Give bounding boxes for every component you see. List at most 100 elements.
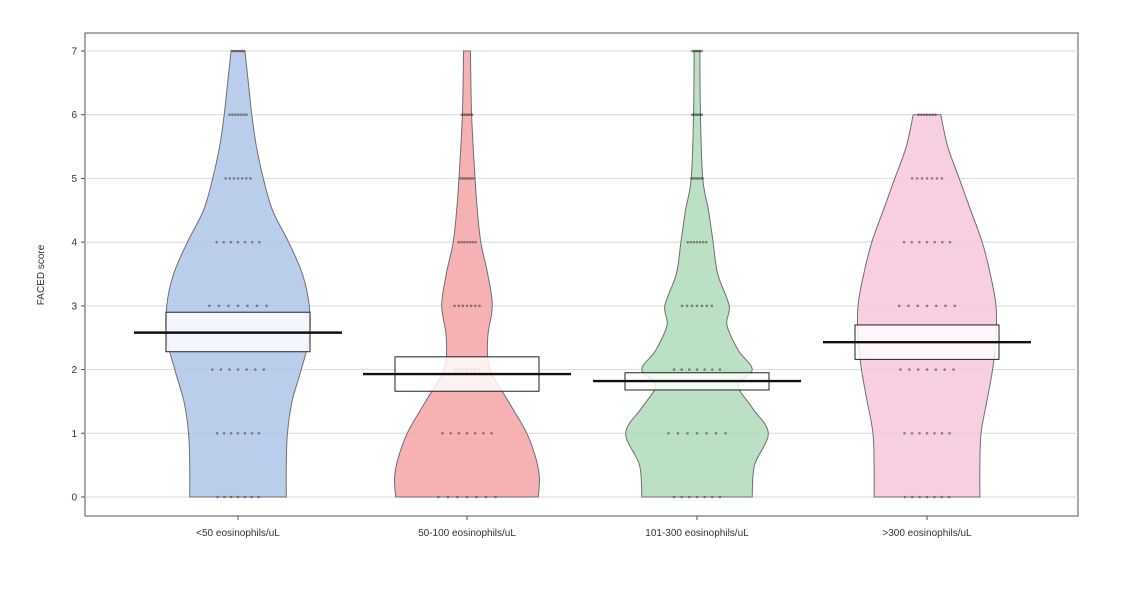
data-point	[231, 113, 234, 117]
data-point	[457, 240, 460, 244]
data-point	[242, 49, 246, 53]
data-point	[902, 240, 906, 244]
data-point	[236, 368, 240, 371]
data-point	[672, 495, 676, 499]
data-point	[920, 113, 923, 117]
y-tick-label: 0	[71, 493, 77, 504]
y-tick-label: 3	[71, 301, 77, 312]
data-point	[222, 431, 226, 435]
data-point	[940, 240, 944, 244]
data-point	[920, 177, 924, 180]
data-point	[680, 304, 684, 308]
data-point	[915, 177, 919, 180]
data-point	[250, 240, 254, 244]
data-point	[236, 304, 240, 308]
data-point	[710, 495, 714, 499]
data-point	[714, 431, 718, 435]
data-point	[494, 495, 497, 499]
data-point	[695, 368, 699, 371]
data-point	[686, 240, 690, 244]
data-point	[704, 240, 708, 244]
data-point	[700, 304, 704, 308]
data-point	[672, 368, 676, 371]
data-point	[216, 495, 219, 499]
x-tick-label: >300 eosinophils/uL	[882, 528, 972, 539]
data-point	[699, 177, 703, 180]
x-axis-ticks: <50 eosinophils/uL 50-100 eosinophils/uL 1…	[196, 516, 972, 539]
data-point	[471, 240, 474, 244]
data-point	[470, 113, 474, 117]
data-point	[453, 304, 456, 308]
y-tick-label: 2	[71, 365, 77, 376]
data-point	[910, 177, 914, 180]
data-point	[934, 304, 938, 308]
data-point	[484, 495, 488, 499]
data-point	[686, 431, 689, 435]
data-point	[925, 113, 929, 117]
data-point	[232, 49, 236, 53]
data-point	[229, 240, 233, 244]
data-point	[258, 240, 261, 244]
data-point	[245, 177, 248, 180]
data-point	[695, 240, 699, 244]
violin-group	[593, 49, 801, 499]
data-point	[944, 304, 947, 308]
data-point	[934, 368, 938, 371]
data-point	[695, 177, 699, 180]
data-point	[224, 177, 227, 180]
data-point	[940, 431, 944, 435]
data-point	[236, 113, 240, 117]
data-point	[239, 113, 243, 117]
data-point	[250, 495, 253, 499]
data-point	[446, 495, 450, 499]
data-point	[238, 49, 242, 53]
data-point	[930, 177, 934, 180]
data-point	[249, 177, 252, 180]
data-point	[234, 49, 238, 53]
data-point	[265, 304, 268, 308]
data-point	[724, 431, 727, 435]
data-point	[916, 368, 920, 371]
data-point	[465, 240, 469, 244]
data-point	[940, 495, 944, 499]
data-point	[467, 177, 471, 180]
data-point	[246, 304, 249, 308]
data-point	[217, 304, 221, 308]
data-point	[718, 495, 722, 499]
data-point	[437, 495, 440, 499]
data-point	[222, 240, 226, 244]
data-point	[457, 431, 461, 435]
data-point	[236, 177, 240, 180]
data-point	[490, 431, 493, 435]
data-point	[947, 495, 951, 499]
data-point	[228, 113, 231, 117]
y-tick-label: 1	[71, 429, 77, 440]
data-point	[925, 304, 929, 308]
y-tick-label: 4	[71, 238, 77, 249]
data-point	[705, 431, 708, 435]
data-point	[700, 113, 704, 117]
data-point	[253, 368, 257, 371]
data-point	[910, 240, 914, 244]
data-point	[934, 113, 937, 117]
data-point	[463, 177, 467, 180]
data-point	[474, 240, 477, 244]
data-point	[474, 304, 477, 308]
data-point	[931, 113, 934, 117]
data-point	[703, 368, 706, 371]
data-point	[243, 431, 247, 435]
y-axis-ticks: 0 1 2 3 4 5 6 7	[71, 47, 85, 504]
data-point	[465, 177, 469, 180]
data-point	[472, 177, 475, 180]
data-point	[718, 368, 722, 371]
data-point	[933, 240, 936, 244]
data-point	[236, 49, 240, 53]
data-point	[908, 368, 911, 371]
data-point	[441, 431, 444, 435]
violin-group	[363, 50, 571, 499]
data-point	[703, 495, 706, 499]
data-point	[230, 49, 234, 53]
data-point	[236, 240, 240, 244]
data-point	[680, 495, 684, 499]
x-tick-label: <50 eosinophils/uL	[196, 528, 280, 539]
